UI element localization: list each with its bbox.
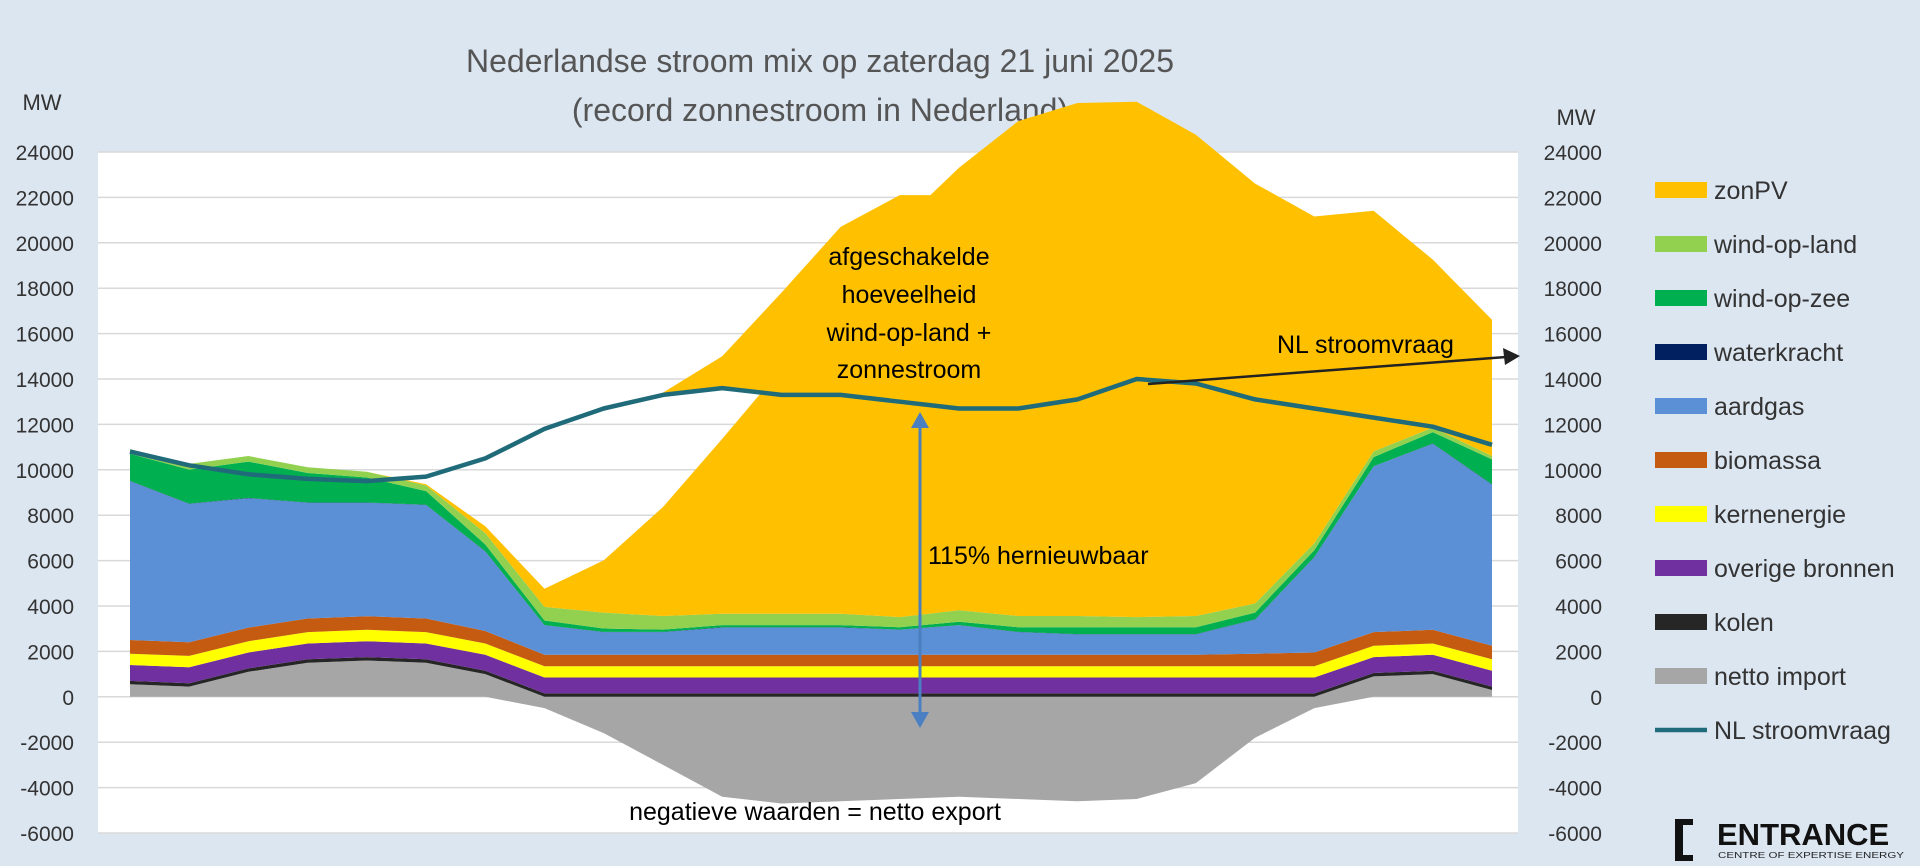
legend-item-aardgas: aardgas — [1655, 393, 1804, 421]
y-tick-label-right: 0 — [1590, 687, 1602, 710]
curtailed-annotation: afgeschakelde hoeveelheid wind-op-land +… — [826, 243, 992, 384]
legend-item-wind-op-land: wind-op-land — [1655, 231, 1857, 259]
y-axis-label-left: MW — [22, 90, 61, 115]
logo-name: ENTRANCE — [1717, 817, 1889, 852]
legend-item-zonPV: zonPV — [1655, 177, 1788, 205]
area-curtailed — [663, 195, 1315, 409]
demand-line — [129, 376, 1493, 484]
y-tick-label-right: 14000 — [1544, 369, 1602, 392]
y-tick-label-right: 12000 — [1544, 414, 1602, 437]
legend-label: kernenergie — [1714, 501, 1846, 529]
y-tick-label-right: -2000 — [1548, 732, 1602, 755]
y-ticks-left: 2400022000200001800016000140001200010000… — [16, 142, 74, 846]
legend-label: wind-op-zee — [1713, 285, 1850, 313]
legend-swatch — [1655, 614, 1707, 630]
legend-item-overige-bronnen: overige bronnen — [1655, 555, 1895, 583]
legend-item-biomassa: biomassa — [1655, 447, 1821, 475]
y-tick-label-right: 24000 — [1544, 142, 1602, 165]
y-tick-label-left: 20000 — [16, 233, 74, 256]
legend-swatch — [1655, 182, 1707, 198]
legend-swatch — [1655, 344, 1707, 360]
y-tick-label-left: 16000 — [16, 324, 74, 347]
curtailed-line-4: zonnestroom — [837, 356, 982, 384]
legend-label: zonPV — [1714, 177, 1788, 205]
chart-subtitle: (record zonnestroom in Nederland) — [572, 92, 1068, 128]
y-tick-label-right: 16000 — [1544, 324, 1602, 347]
y-tick-label-left: 12000 — [16, 414, 74, 437]
y-tick-label-right: 20000 — [1544, 233, 1602, 256]
legend-label: overige bronnen — [1714, 555, 1895, 583]
legend-swatch — [1655, 506, 1707, 522]
legend-swatch — [1655, 668, 1707, 684]
legend-swatch — [1655, 290, 1707, 306]
entrance-logo-icon — [1675, 819, 1693, 861]
legend-item-netto-import: netto import — [1655, 663, 1846, 691]
y-tick-label-left: 0 — [62, 687, 74, 710]
legend-item-nl-stroomvraag: NL stroomvraag — [1655, 717, 1891, 745]
y-tick-label-left: 18000 — [16, 278, 74, 301]
y-tick-label-right: 4000 — [1555, 596, 1602, 619]
legend-label: netto import — [1714, 663, 1846, 691]
area-overige-bronnen — [130, 641, 1492, 694]
negative-values-note: negatieve waarden = netto export — [629, 798, 1001, 826]
curtailed-line-1: afgeschakelde — [828, 243, 989, 271]
y-tick-label-right: 10000 — [1544, 460, 1602, 483]
y-tick-label-left: 8000 — [27, 505, 74, 528]
y-tick-label-left: 4000 — [27, 596, 74, 619]
logo-tagline: CENTRE OF EXPERTISE ENERGY — [1718, 850, 1904, 860]
y-tick-label-right: 6000 — [1555, 551, 1602, 574]
y-tick-label-right: -4000 — [1548, 778, 1602, 801]
demand-callout-label: NL stroomvraag — [1277, 331, 1454, 359]
y-axis-label-right: MW — [1556, 105, 1595, 130]
chart-title: Nederlandse stroom mix op zaterdag 21 ju… — [466, 43, 1174, 79]
legend: zonPV wind-op-land wind-op-zee waterkracht a… — [1655, 177, 1895, 745]
y-tick-label-left: 24000 — [16, 142, 74, 165]
curtailed-line-2: hoeveelheid — [842, 281, 977, 309]
legend-label: waterkracht — [1713, 339, 1843, 367]
y-tick-label-left: 22000 — [16, 187, 74, 210]
legend-item-waterkracht: waterkracht — [1655, 339, 1843, 367]
legend-swatch — [1655, 398, 1707, 414]
area-aardgas — [130, 443, 1492, 655]
legend-swatch — [1655, 560, 1707, 576]
y-tick-label-left: 6000 — [27, 551, 74, 574]
y-tick-label-left: 10000 — [16, 460, 74, 483]
legend-label: wind-op-land — [1713, 231, 1857, 259]
renewable-share-label: 115% hernieuwbaar — [928, 542, 1149, 570]
entrance-logo: ENTRANCE CENTRE OF EXPERTISE ENERGY — [1675, 817, 1904, 861]
legend-swatch — [1655, 452, 1707, 468]
legend-item-kolen: kolen — [1655, 609, 1774, 637]
legend-label: NL stroomvraag — [1714, 717, 1891, 745]
y-tick-label-left: 2000 — [27, 641, 74, 664]
area-kernenergie — [130, 629, 1492, 678]
legend-label: biomassa — [1714, 447, 1821, 475]
legend-label: kolen — [1714, 609, 1774, 637]
legend-item-wind-op-zee: wind-op-zee — [1655, 285, 1850, 313]
demand-line-group — [129, 376, 1493, 484]
curtailed-line-3: wind-op-land + — [826, 319, 992, 347]
y-tick-label-right: 22000 — [1544, 187, 1602, 210]
area-biomassa — [130, 616, 1492, 667]
y-tick-label-left: -2000 — [20, 732, 74, 755]
renewable-share-arrow — [911, 412, 929, 728]
legend-item-kernenergie: kernenergie — [1655, 501, 1846, 529]
y-tick-label-right: 18000 — [1544, 278, 1602, 301]
y-tick-label-left: -6000 — [20, 823, 74, 846]
y-tick-label-left: 14000 — [16, 369, 74, 392]
demand-callout-arrow — [1147, 348, 1520, 386]
y-tick-label-left: -4000 — [20, 778, 74, 801]
legend-label: aardgas — [1714, 393, 1804, 421]
area-netto-import — [130, 660, 1492, 804]
y-tick-label-right: 8000 — [1555, 505, 1602, 528]
y-tick-label-right: 2000 — [1555, 641, 1602, 664]
y-tick-label-right: -6000 — [1548, 823, 1602, 846]
curtailed-area — [663, 195, 1315, 409]
y-ticks-right: 2400022000200001800016000140001200010000… — [1544, 142, 1602, 846]
legend-swatch — [1655, 236, 1707, 252]
